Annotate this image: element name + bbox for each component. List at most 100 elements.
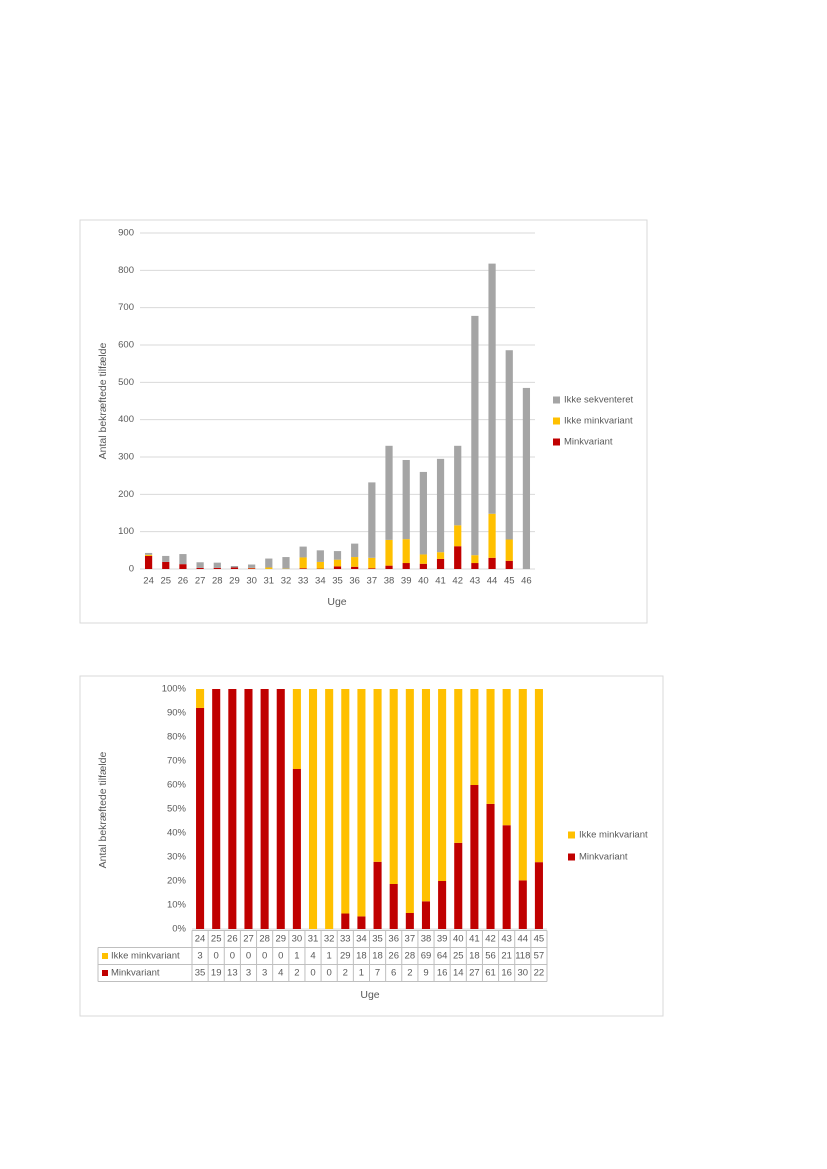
x-tick-label: 26 [178, 576, 189, 587]
table-cell: 1 [359, 968, 364, 979]
x-tick-label: 28 [212, 576, 223, 587]
bar-segment [292, 689, 301, 769]
bar-segment [299, 546, 307, 558]
legend-label: Minkvariant [579, 852, 628, 863]
legend-swatch [568, 831, 575, 839]
bar-segment [454, 445, 462, 526]
bar-segment [357, 916, 366, 929]
bar-segment [385, 539, 393, 566]
bar-segment [436, 552, 445, 559]
bar-segment [316, 561, 324, 569]
bar-segment [505, 539, 513, 561]
bar-segment [308, 689, 318, 929]
legend-label: Ikke minkvariant [564, 416, 633, 427]
y-tick-label: 0% [172, 924, 186, 935]
bar-segment [265, 558, 273, 568]
bar-segment [325, 689, 334, 929]
y-tick-label: 0 [129, 564, 134, 575]
table-cell: 69 [421, 951, 432, 962]
x-tick-label: 35 [332, 576, 343, 587]
table-cell: 2 [294, 968, 299, 979]
bar-segment [368, 568, 376, 569]
table-cell: 0 [278, 951, 283, 962]
x-tick-label: 30 [292, 934, 303, 945]
bar-segment [419, 554, 427, 564]
table-cell: 3 [246, 968, 251, 979]
x-tick-label: 39 [401, 576, 412, 587]
bar-segment [385, 445, 393, 540]
x-tick-label: 29 [229, 576, 240, 587]
table-cell: 29 [340, 951, 351, 962]
bar-segment [438, 881, 447, 929]
bar-segment [368, 557, 376, 569]
bar-segment [436, 458, 445, 553]
bar-segment [196, 562, 204, 568]
x-tick-label: 42 [485, 934, 496, 945]
x-tick-label: 38 [421, 934, 432, 945]
bar-segment [244, 689, 253, 929]
x-tick-label: 33 [340, 934, 351, 945]
y-tick-label: 90% [167, 708, 187, 719]
x-tick-label: 26 [227, 934, 238, 945]
table-cell: 27 [469, 968, 480, 979]
bar-segment [333, 559, 342, 567]
x-tick-label: 41 [469, 934, 480, 945]
bar-segment [402, 459, 410, 540]
y-axis-title: Antal bekræftede tilfælde [97, 342, 109, 459]
y-tick-label: 600 [118, 340, 134, 351]
bar-segment [454, 546, 462, 569]
bar-segment [522, 387, 531, 569]
bar-segment [179, 554, 187, 565]
x-tick-label: 27 [195, 576, 206, 587]
x-tick-label: 24 [143, 576, 154, 587]
bar-segment [436, 558, 445, 569]
x-tick-label: 44 [518, 934, 529, 945]
bar-segment [402, 563, 410, 569]
x-tick-label: 34 [356, 934, 367, 945]
bar-segment [316, 550, 324, 562]
bar-segment [196, 707, 205, 929]
x-tick-label: 34 [315, 576, 326, 587]
table-cell: 56 [485, 951, 496, 962]
bar-segment [486, 803, 495, 929]
table-cell: 25 [453, 951, 464, 962]
table-cell: 28 [405, 951, 416, 962]
bar-segment [518, 689, 527, 881]
bar-segment [470, 785, 479, 929]
table-cell: 30 [518, 968, 529, 979]
table-cell: 0 [310, 968, 315, 979]
y-tick-label: 500 [118, 377, 134, 388]
x-tick-label: 40 [453, 934, 464, 945]
table-cell: 19 [211, 968, 222, 979]
bar-segment [248, 568, 256, 569]
bar-segment [419, 563, 427, 569]
bar-segment [213, 567, 221, 569]
table-swatch [102, 953, 108, 959]
bar-segment [471, 555, 479, 564]
bar-segment [454, 689, 463, 843]
legend-label: Minkvariant [564, 437, 613, 448]
y-tick-label: 300 [118, 452, 134, 463]
bar-segment [341, 913, 350, 929]
bar-segment [405, 913, 414, 929]
bar-segment [351, 543, 359, 558]
table-cell: 26 [388, 951, 399, 962]
x-tick-label: 25 [160, 576, 171, 587]
x-tick-label: 43 [470, 576, 481, 587]
table-cell: 16 [437, 968, 448, 979]
table-cell: 14 [453, 968, 464, 979]
x-tick-label: 44 [487, 576, 498, 587]
x-tick-label: 41 [435, 576, 446, 587]
table-cell: 21 [501, 951, 512, 962]
y-tick-label: 900 [118, 228, 134, 239]
table-cell: 1 [327, 951, 332, 962]
legend-swatch [553, 396, 560, 404]
x-tick-label: 24 [195, 934, 206, 945]
y-tick-label: 60% [167, 780, 187, 791]
bar-segment [292, 769, 301, 929]
bar-segment [385, 565, 393, 569]
bar-segment [333, 566, 342, 569]
table-cell: 16 [501, 968, 512, 979]
y-tick-label: 200 [118, 489, 134, 500]
